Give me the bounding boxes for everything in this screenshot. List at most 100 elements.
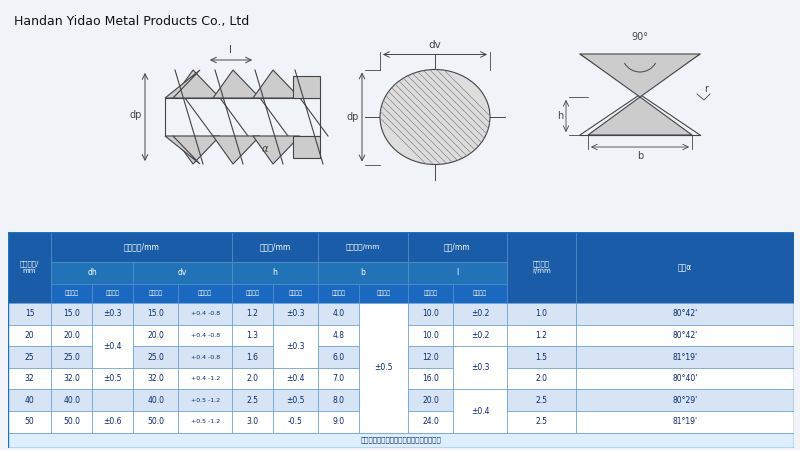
Bar <box>576 232 794 303</box>
Bar <box>454 324 507 346</box>
Text: α: α <box>262 144 268 154</box>
Bar <box>232 324 273 346</box>
Bar <box>507 303 576 324</box>
Polygon shape <box>173 136 220 164</box>
Text: 公称尺寸: 公称尺寸 <box>65 291 78 296</box>
Bar <box>51 324 92 346</box>
Bar <box>408 303 454 324</box>
Text: ±0.4: ±0.4 <box>286 374 305 383</box>
Bar <box>178 368 232 389</box>
Bar <box>232 389 273 411</box>
Text: +0.4 -0.8: +0.4 -0.8 <box>190 333 220 338</box>
Bar <box>232 303 273 324</box>
Bar <box>408 389 454 411</box>
Bar <box>232 284 273 303</box>
Polygon shape <box>165 136 200 164</box>
Bar <box>507 389 576 411</box>
Bar <box>232 232 318 262</box>
Text: 公称尺寸: 公称尺寸 <box>424 291 438 296</box>
Bar <box>273 324 318 368</box>
Polygon shape <box>253 136 300 164</box>
Text: 40.0: 40.0 <box>147 396 164 405</box>
Bar <box>273 284 318 303</box>
Bar <box>408 411 454 432</box>
Polygon shape <box>213 136 260 164</box>
Polygon shape <box>588 97 692 135</box>
Text: 允许偏差: 允许偏差 <box>198 291 212 296</box>
Bar <box>8 389 51 411</box>
Text: 10.0: 10.0 <box>422 309 439 318</box>
Text: +0.4 -0.8: +0.4 -0.8 <box>190 355 220 360</box>
Text: 20.0: 20.0 <box>63 331 80 340</box>
Text: ±0.2: ±0.2 <box>471 331 490 340</box>
Bar <box>165 98 320 136</box>
Text: 81°19': 81°19' <box>672 352 698 361</box>
Text: 90°: 90° <box>631 32 649 42</box>
Ellipse shape <box>380 69 490 165</box>
Text: ±0.3: ±0.3 <box>286 342 305 351</box>
Bar <box>318 368 359 389</box>
Text: 1.6: 1.6 <box>246 352 258 361</box>
Text: 50.0: 50.0 <box>63 417 80 426</box>
Polygon shape <box>213 70 260 98</box>
Text: 2.0: 2.0 <box>246 374 258 383</box>
Text: ±0.5: ±0.5 <box>103 374 122 383</box>
Bar <box>318 303 359 324</box>
Text: 公称直径/
mm: 公称直径/ mm <box>20 261 39 274</box>
Bar <box>8 324 51 346</box>
Text: 20.0: 20.0 <box>147 331 164 340</box>
Polygon shape <box>293 76 320 98</box>
Text: 32.0: 32.0 <box>147 374 164 383</box>
Bar <box>576 303 794 324</box>
Text: 7.0: 7.0 <box>333 374 345 383</box>
Bar <box>408 262 507 284</box>
Bar <box>454 303 507 324</box>
Bar <box>232 262 318 284</box>
Text: +0.5 -1.2: +0.5 -1.2 <box>190 398 220 403</box>
Text: 8.0: 8.0 <box>333 396 345 405</box>
Text: ±0.5: ±0.5 <box>286 396 305 405</box>
Bar <box>8 232 51 303</box>
Text: +0.4 -1.2: +0.4 -1.2 <box>190 376 220 381</box>
Text: 导角α: 导角α <box>678 263 692 272</box>
Text: ±0.5: ±0.5 <box>374 363 393 372</box>
Bar <box>178 411 232 432</box>
Text: b: b <box>637 151 643 161</box>
Text: ±0.2: ±0.2 <box>471 309 490 318</box>
Text: l: l <box>456 268 458 277</box>
Bar <box>133 411 178 432</box>
Bar <box>273 389 318 411</box>
Bar <box>318 324 359 346</box>
Bar <box>232 411 273 432</box>
Text: 24.0: 24.0 <box>422 417 439 426</box>
Text: 6.0: 6.0 <box>333 352 345 361</box>
Bar <box>318 262 408 284</box>
Text: +0.5 -1.2: +0.5 -1.2 <box>190 419 220 424</box>
Bar <box>92 284 133 303</box>
Text: 允许偏差: 允许偏差 <box>289 291 302 296</box>
Bar <box>408 324 454 346</box>
Text: 80°42': 80°42' <box>672 331 698 340</box>
Text: 螺纹底宽/mm: 螺纹底宽/mm <box>346 243 380 250</box>
Bar <box>133 324 178 346</box>
Text: dp: dp <box>346 112 359 122</box>
Bar <box>318 346 359 368</box>
Text: 80°42': 80°42' <box>672 309 698 318</box>
Text: 4.0: 4.0 <box>333 309 345 318</box>
Text: ±0.6: ±0.6 <box>103 417 122 426</box>
Polygon shape <box>253 70 300 98</box>
Bar <box>51 284 92 303</box>
Bar <box>51 262 133 284</box>
Text: 15.0: 15.0 <box>147 309 164 318</box>
Text: dh: dh <box>87 268 97 277</box>
Bar <box>359 303 408 432</box>
Bar <box>133 389 178 411</box>
Text: 基圆直径/mm: 基圆直径/mm <box>124 243 159 252</box>
Bar <box>133 262 232 284</box>
Bar <box>92 324 133 368</box>
Text: 1.5: 1.5 <box>535 352 547 361</box>
Text: 公称尺寸: 公称尺寸 <box>246 291 259 296</box>
Bar <box>92 368 133 389</box>
Text: 允许偏差: 允许偏差 <box>473 291 487 296</box>
Bar <box>8 411 51 432</box>
